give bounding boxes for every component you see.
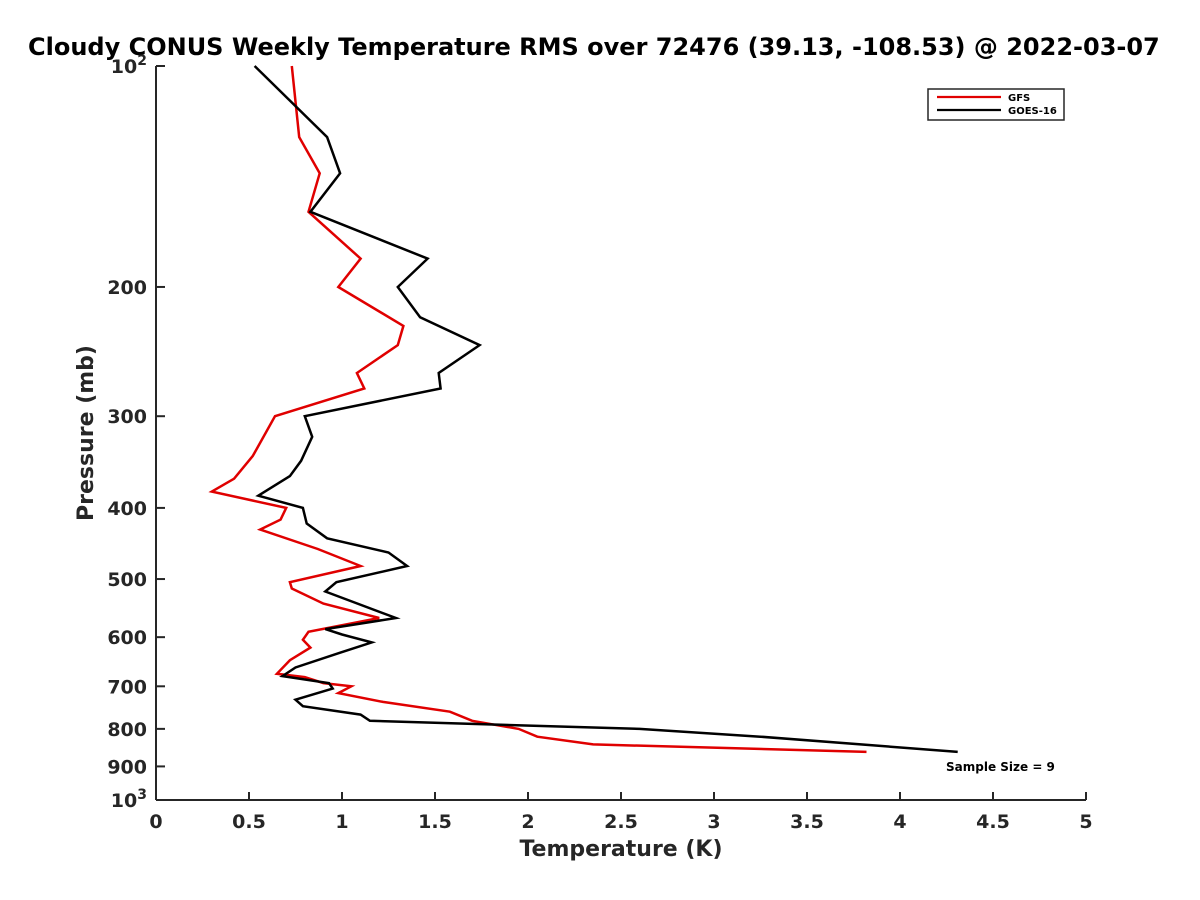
x-tick-label: 1 xyxy=(335,811,348,833)
y-axis-label: Pressure (mb) xyxy=(74,345,99,521)
legend-label-gfs: GFS xyxy=(1008,93,1030,104)
x-tick-label: 3.5 xyxy=(790,811,824,833)
y-tick-label: 400 xyxy=(107,498,147,520)
y-tick-label: 500 xyxy=(107,569,147,591)
y-axis-ticks: 102 200 300 400 500 600 700 800 900 103 xyxy=(107,53,165,812)
legend-box xyxy=(927,88,1065,121)
x-tick-label: 5 xyxy=(1079,811,1092,833)
y-tick-label: 200 xyxy=(107,277,147,299)
x-tick-label: 4 xyxy=(893,811,906,833)
x-tick-label: 2.5 xyxy=(604,811,638,833)
y-tick-label: 600 xyxy=(107,627,147,649)
x-axis-ticks: 0 0.5 1 1.5 2 2.5 3 3.5 4 4.5 5 xyxy=(149,792,1093,833)
series-line-goes-16 xyxy=(253,65,958,754)
y-tick-label: 300 xyxy=(107,406,147,428)
y-tick-label: 103 xyxy=(111,787,147,812)
x-tick-label: 1.5 xyxy=(418,811,452,833)
series-line-gfs xyxy=(208,65,867,754)
x-tick-label: 2 xyxy=(521,811,534,833)
x-tick-label: 3 xyxy=(707,811,720,833)
y-tick-label: 900 xyxy=(107,756,147,778)
series-layer xyxy=(208,65,958,754)
x-tick-label: 0 xyxy=(149,811,162,833)
y-tick-label: 800 xyxy=(107,719,147,741)
legend: GFS GOES-16 xyxy=(927,88,1065,121)
y-tick-label: 700 xyxy=(107,676,147,698)
chart-title: Cloudy CONUS Weekly Temperature RMS over… xyxy=(28,33,1160,61)
x-tick-label: 4.5 xyxy=(976,811,1010,833)
y-tick-label: 102 xyxy=(111,53,147,78)
x-axis-label: Temperature (K) xyxy=(519,837,722,862)
x-tick-label: 0.5 xyxy=(232,811,266,833)
sample-size-annotation: Sample Size = 9 xyxy=(946,760,1055,774)
plot-area xyxy=(155,66,1086,801)
legend-label-goes16: GOES-16 xyxy=(1008,106,1057,117)
